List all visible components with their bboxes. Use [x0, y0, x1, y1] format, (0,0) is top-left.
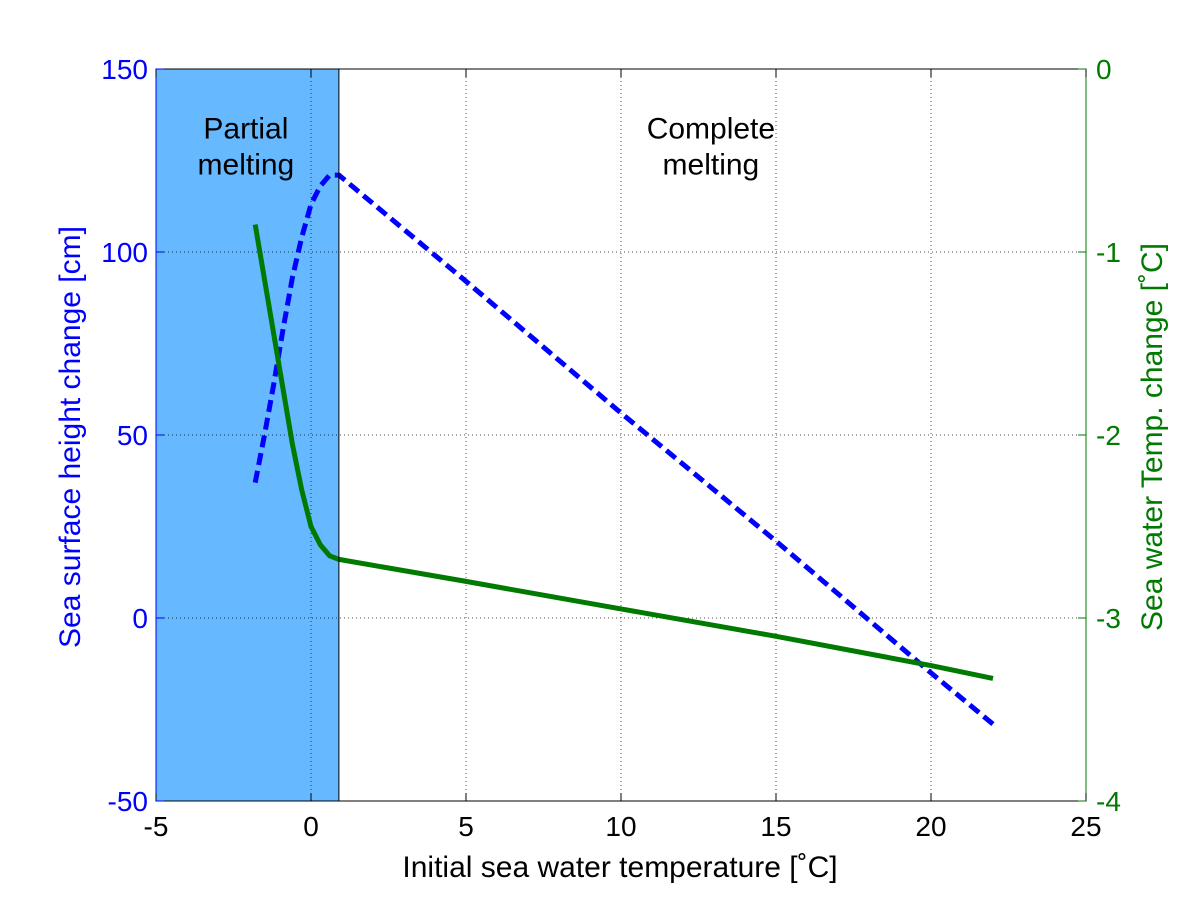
y-right-tick-label: -3 — [1096, 603, 1121, 634]
y-right-tick-label: 0 — [1096, 54, 1112, 85]
y-left-tick-label: 50 — [117, 420, 148, 451]
x-tick-label: 0 — [303, 811, 319, 842]
x-tick-label: 20 — [915, 811, 946, 842]
y-axis-right-label: Sea water Temp. change [˚C] — [1136, 243, 1169, 631]
y-left-tick-label: -50 — [108, 786, 148, 817]
x-axis-label: Initial sea water temperature [˚C] — [402, 851, 837, 884]
y-right-tick-label: -1 — [1096, 237, 1121, 268]
y-right-tick-label: -2 — [1096, 420, 1121, 451]
annotation-text: Complete — [647, 113, 775, 146]
y-left-tick-label: 0 — [132, 603, 148, 634]
series-lines — [252, 172, 995, 727]
x-tick-label: 10 — [605, 811, 636, 842]
x-tick-label: 25 — [1070, 811, 1101, 842]
annotation-text: Partial — [203, 113, 288, 146]
temp-change-line — [252, 224, 994, 681]
x-tick-label: 15 — [760, 811, 791, 842]
y-left-tick-label: 150 — [101, 54, 148, 85]
y-right-tick-label: -4 — [1096, 786, 1121, 817]
x-tick-label: 5 — [458, 811, 474, 842]
annotation-text: melting — [663, 149, 760, 182]
x-tick-label: -5 — [144, 811, 169, 842]
annotation-text: melting — [198, 149, 295, 182]
y-axis-left-label: Sea surface height change [cm] — [54, 226, 87, 648]
ticks — [155, 68, 1087, 802]
y-left-tick-label: 100 — [101, 237, 148, 268]
height-change-line — [252, 172, 995, 727]
grid-lines — [156, 69, 1086, 801]
